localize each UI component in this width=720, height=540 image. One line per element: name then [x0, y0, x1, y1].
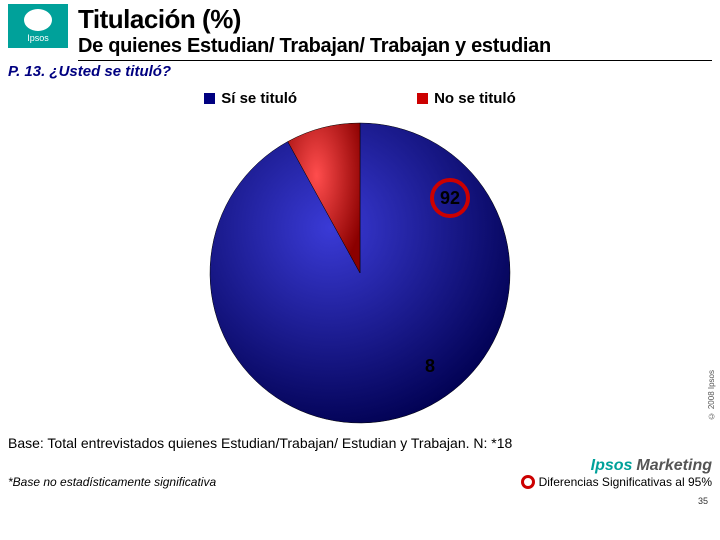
significance-text: Diferencias Significativas al 95% — [539, 475, 712, 489]
pie-svg — [205, 118, 515, 428]
footer-brand-b: Marketing — [636, 457, 712, 475]
footnote: *Base no estadísticamente significativa — [8, 475, 216, 489]
page-subtitle: De quienes Estudian/ Trabajan/ Trabajan … — [78, 35, 712, 61]
header: Ipsos Titulación (%) De quienes Estudian… — [0, 0, 720, 61]
legend-marker-no — [417, 93, 428, 104]
question-text: P. 13. ¿Usted se tituló? — [0, 61, 720, 86]
significance-note: Diferencias Significativas al 95% — [521, 475, 712, 489]
footer: *Base no estadísticamente significativa … — [0, 453, 720, 489]
footer-right: Ipsos Marketing Diferencias Significativ… — [521, 457, 712, 489]
page-number: 35 — [698, 496, 708, 506]
footer-brand-a: Ipsos — [591, 457, 633, 475]
legend-item-yes: Sí se tituló — [204, 90, 297, 107]
title-block: Titulación (%) De quienes Estudian/ Trab… — [78, 4, 712, 61]
slice-label-yes: 92 — [440, 188, 460, 209]
page-title: Titulación (%) — [78, 4, 712, 35]
footer-brand: Ipsos Marketing — [521, 457, 712, 475]
pie-wrap: 92 8 — [205, 118, 515, 428]
legend-marker-yes — [204, 93, 215, 104]
legend-label-yes: Sí se tituló — [221, 90, 297, 107]
copyright-text: © 2008 Ipsos — [707, 370, 716, 420]
ipsos-logo: Ipsos — [8, 4, 68, 48]
legend-item-no: No se tituló — [417, 90, 516, 107]
significance-ring-icon — [521, 475, 535, 489]
chart-legend: Sí se tituló No se tituló — [0, 86, 720, 113]
pie-chart: 92 8 — [0, 113, 720, 433]
slice-label-no: 8 — [425, 356, 435, 377]
base-text: Base: Total entrevistados quienes Estudi… — [0, 433, 720, 453]
legend-label-no: No se tituló — [434, 90, 516, 107]
logo-text: Ipsos — [27, 33, 49, 43]
logo-icon — [24, 9, 52, 31]
